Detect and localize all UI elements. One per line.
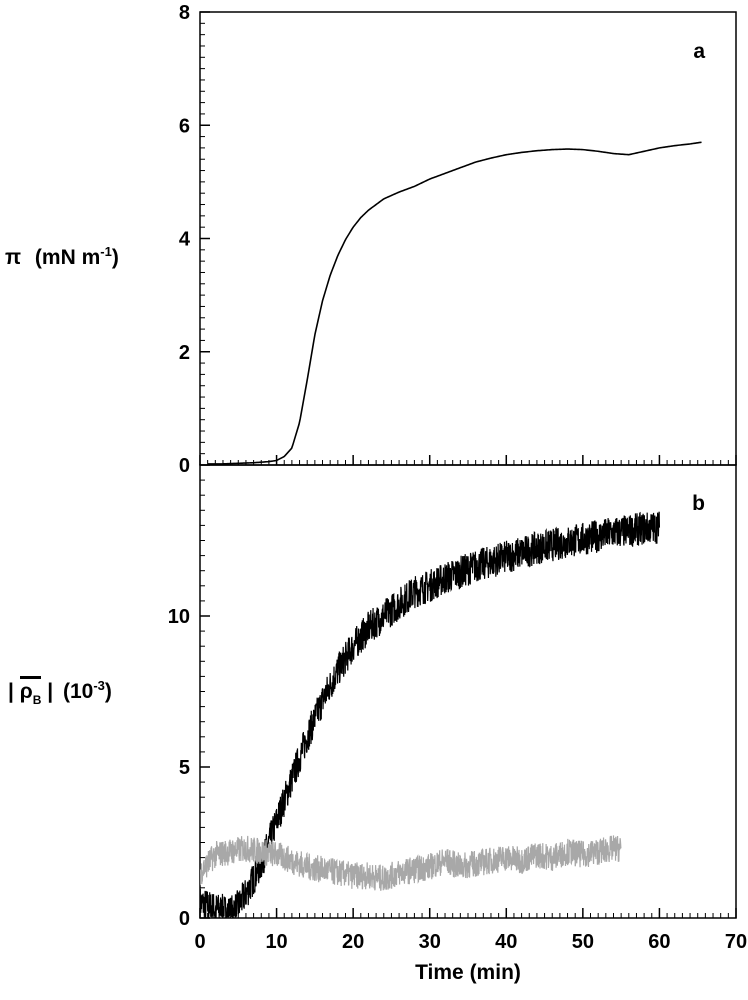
y-tick-label: 0 [179, 908, 190, 930]
x-tick-label: 60 [648, 931, 670, 953]
x-tick-label: 30 [419, 931, 441, 953]
panel-b-y-axis-label: | ρB | (10-3) [8, 676, 112, 707]
y-tick-label: 10 [168, 606, 190, 628]
panel-b-y-unit-close: ) [104, 680, 112, 703]
y-tick-label: 5 [179, 757, 190, 779]
panel-a-frame [199, 11, 737, 466]
panel-b-y-symbol: ρ [19, 680, 33, 703]
y-tick-label: 0 [179, 455, 190, 477]
panel-a-y-unit-close: ) [111, 246, 119, 269]
y-tick-label: 2 [179, 342, 190, 364]
panel-a-y-axis-label: π (mN m-1) [5, 244, 119, 270]
panel-b-y-bar-close: | [47, 680, 54, 703]
panel-a-y-unit: (mN m [34, 246, 101, 269]
panel-b-y-unit: (10 [62, 680, 94, 703]
panel-b-series-1-line [200, 835, 622, 891]
panel-a-series-0-line [207, 141, 702, 465]
x-tick-label: 70 [725, 931, 747, 953]
y-tick-label: 4 [179, 229, 191, 251]
y-tick-label: 6 [179, 115, 190, 137]
x-tick-label: 50 [572, 931, 594, 953]
panel-label-b: b [692, 492, 705, 515]
panel-label-a: a [693, 40, 705, 63]
panel-a-y-symbol: π [5, 246, 22, 269]
mean-overbar [19, 676, 42, 679]
panel-b-y-unit-exponent: -3 [93, 678, 105, 693]
panel-b-series-0-line [200, 511, 661, 918]
x-tick-label: 0 [194, 931, 205, 953]
panel-a-chart: 0 2 4 6 8 a [179, 2, 737, 477]
panel-a-y-unit-exponent: -1 [100, 244, 112, 259]
panel-b-y-rho-mean: ρB [19, 676, 42, 707]
x-tick-label: 10 [265, 931, 287, 953]
panel-b-y-bar-open: | [8, 680, 14, 703]
x-tick-label: 20 [342, 931, 364, 953]
x-axis-label: Time (min) [415, 961, 521, 984]
y-tick-label: 8 [179, 2, 190, 24]
x-tick-label: 40 [495, 931, 517, 953]
panel-b-y-subscript: B [32, 693, 42, 707]
panel-b-chart: 0 5 10 0 10 20 30 40 50 60 70 b [168, 464, 747, 953]
